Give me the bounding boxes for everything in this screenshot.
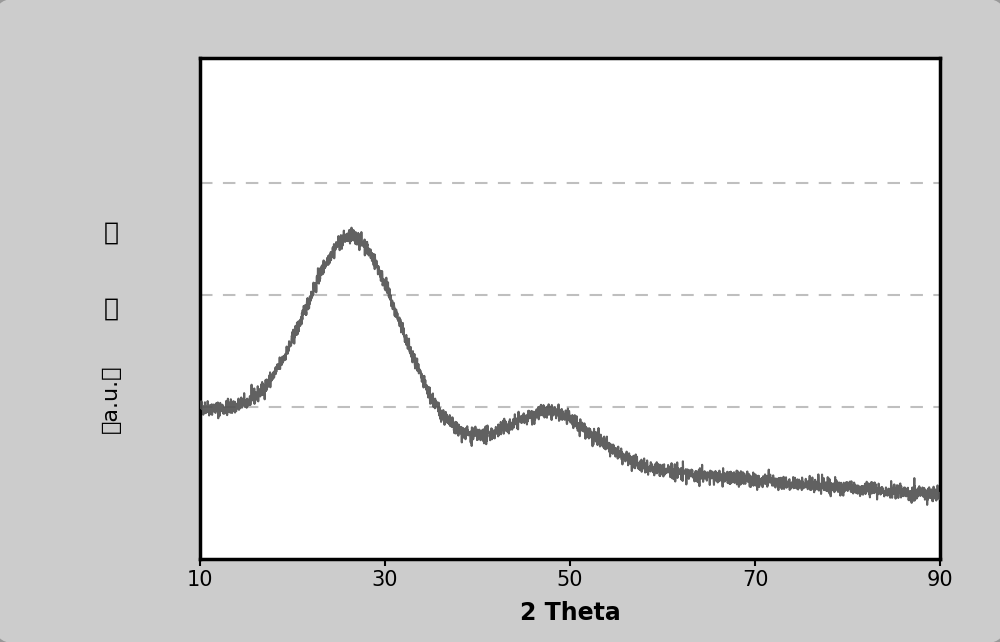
Text: 度: 度 (104, 296, 119, 320)
Text: 强: 强 (104, 221, 119, 245)
X-axis label: 2 Theta: 2 Theta (520, 602, 620, 625)
Text: （a.u.）: （a.u.） (101, 364, 121, 433)
